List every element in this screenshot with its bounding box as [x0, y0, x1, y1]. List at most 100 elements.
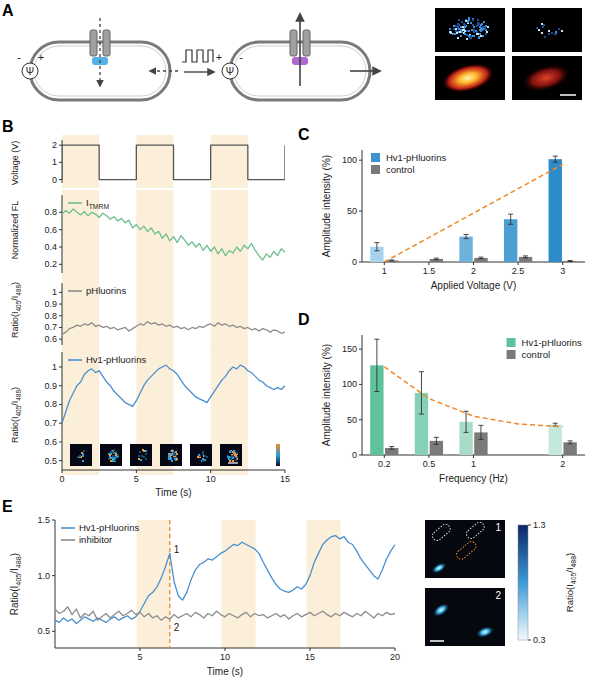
legend-label: ITMRM — [86, 197, 109, 210]
pixel — [485, 33, 487, 35]
inset-image — [220, 444, 242, 466]
x-tick — [395, 648, 396, 651]
x-axis-title: Time (s) — [207, 666, 243, 677]
y-tick-label: 0.8 — [44, 399, 57, 409]
pixel — [113, 458, 115, 460]
text-run: Voltage (V) — [10, 141, 20, 186]
pixel — [172, 450, 174, 452]
bar — [459, 237, 472, 262]
y-tick-label: 1.5 — [37, 515, 50, 525]
pixel — [169, 453, 171, 455]
pixel — [198, 454, 200, 456]
pixel — [479, 29, 481, 31]
pixel — [143, 450, 145, 452]
y-tick — [59, 229, 62, 230]
text-run: 1 — [495, 522, 501, 533]
text-run: pHluorins — [86, 285, 126, 296]
pixel — [143, 456, 145, 458]
bar — [563, 442, 576, 455]
text-run: 0.6 — [44, 225, 57, 235]
y-tick — [359, 211, 362, 212]
text-run: Hv1-pHluorins — [386, 152, 446, 163]
stimulus-interval — [62, 347, 99, 475]
x-tick-label: 1 — [382, 266, 387, 276]
x-tick-label: 2 — [471, 266, 476, 276]
text-run: 1.3 — [533, 520, 546, 530]
pixel — [544, 36, 546, 38]
pixel — [470, 35, 472, 37]
y-tick — [52, 520, 55, 521]
text-run: 15 — [305, 652, 315, 662]
pixel — [173, 455, 175, 457]
x-tick-label: 0 — [59, 474, 64, 484]
pixel — [551, 32, 553, 34]
pixel — [110, 453, 112, 455]
bar-chart: 05010011.522.53Hv1-pHluorinscontrolAppli… — [321, 150, 585, 291]
panel-letter: B — [2, 118, 14, 135]
text-run: 3 — [560, 266, 565, 276]
y-axis — [362, 335, 363, 455]
x-tick — [140, 648, 141, 651]
pixel — [230, 450, 232, 452]
error-bar — [374, 243, 379, 251]
text-run: 0.3 — [533, 635, 546, 645]
text-run: 0.9 — [44, 299, 57, 309]
text-run: 488 — [14, 556, 23, 568]
pixel — [486, 31, 488, 33]
text-run: 405 — [14, 574, 23, 586]
micrograph — [425, 520, 505, 578]
pixel — [235, 455, 237, 457]
pixel — [460, 26, 462, 28]
text-run: Ratio(I — [564, 584, 575, 612]
pixel — [113, 449, 115, 451]
legend-label: control — [386, 164, 415, 175]
scale-bar — [430, 640, 444, 642]
series-line — [62, 145, 285, 179]
text-run: Amplitude intensity (%) — [321, 155, 332, 257]
pixel — [174, 457, 176, 459]
text-run: + — [38, 51, 44, 63]
text-run: 2 — [174, 622, 180, 633]
pixel — [465, 25, 467, 27]
x-tick — [62, 470, 63, 473]
x-tick — [384, 262, 385, 265]
x-tick-label: 2.5 — [512, 266, 525, 276]
pixel — [234, 454, 236, 456]
pixel — [478, 23, 480, 25]
pixel — [450, 32, 452, 34]
pixel — [171, 450, 173, 452]
micrographs-e: 120.31.3Ratio(I405/I488) — [425, 520, 577, 646]
pixel — [112, 458, 114, 460]
pixel — [230, 456, 232, 458]
annotation: 2 — [174, 622, 180, 633]
text-run: 0 — [352, 450, 357, 460]
glow — [520, 60, 573, 96]
y-tick — [59, 315, 62, 316]
bar — [474, 258, 487, 262]
series-line — [55, 536, 395, 624]
pixel — [145, 450, 147, 452]
y-tick — [59, 441, 62, 442]
insets — [70, 444, 280, 466]
pixel — [83, 450, 85, 452]
pixel — [464, 24, 466, 26]
y-axis — [362, 150, 363, 262]
pixel — [462, 26, 464, 28]
text-run: 0.5 — [37, 626, 50, 636]
legend-label: control — [522, 349, 551, 360]
pixel — [175, 457, 177, 459]
proton-flow — [299, 14, 301, 86]
inset-image — [100, 444, 122, 466]
y-tick-label: 50 — [347, 206, 357, 216]
stimulus-interval — [137, 520, 171, 648]
text-run: 405 — [570, 573, 577, 585]
figure: ABCDEΨ-+Ψ+-012Voltage (V)0.20.40.60.8ITM… — [0, 0, 600, 694]
legend: ITMRM — [68, 197, 109, 210]
y-tick — [52, 575, 55, 576]
y-tick — [359, 455, 362, 456]
y-tick — [59, 264, 62, 265]
bar — [549, 159, 562, 262]
micrographs-a — [435, 8, 582, 100]
image-label: 1 — [495, 522, 501, 533]
y-tick — [59, 247, 62, 248]
